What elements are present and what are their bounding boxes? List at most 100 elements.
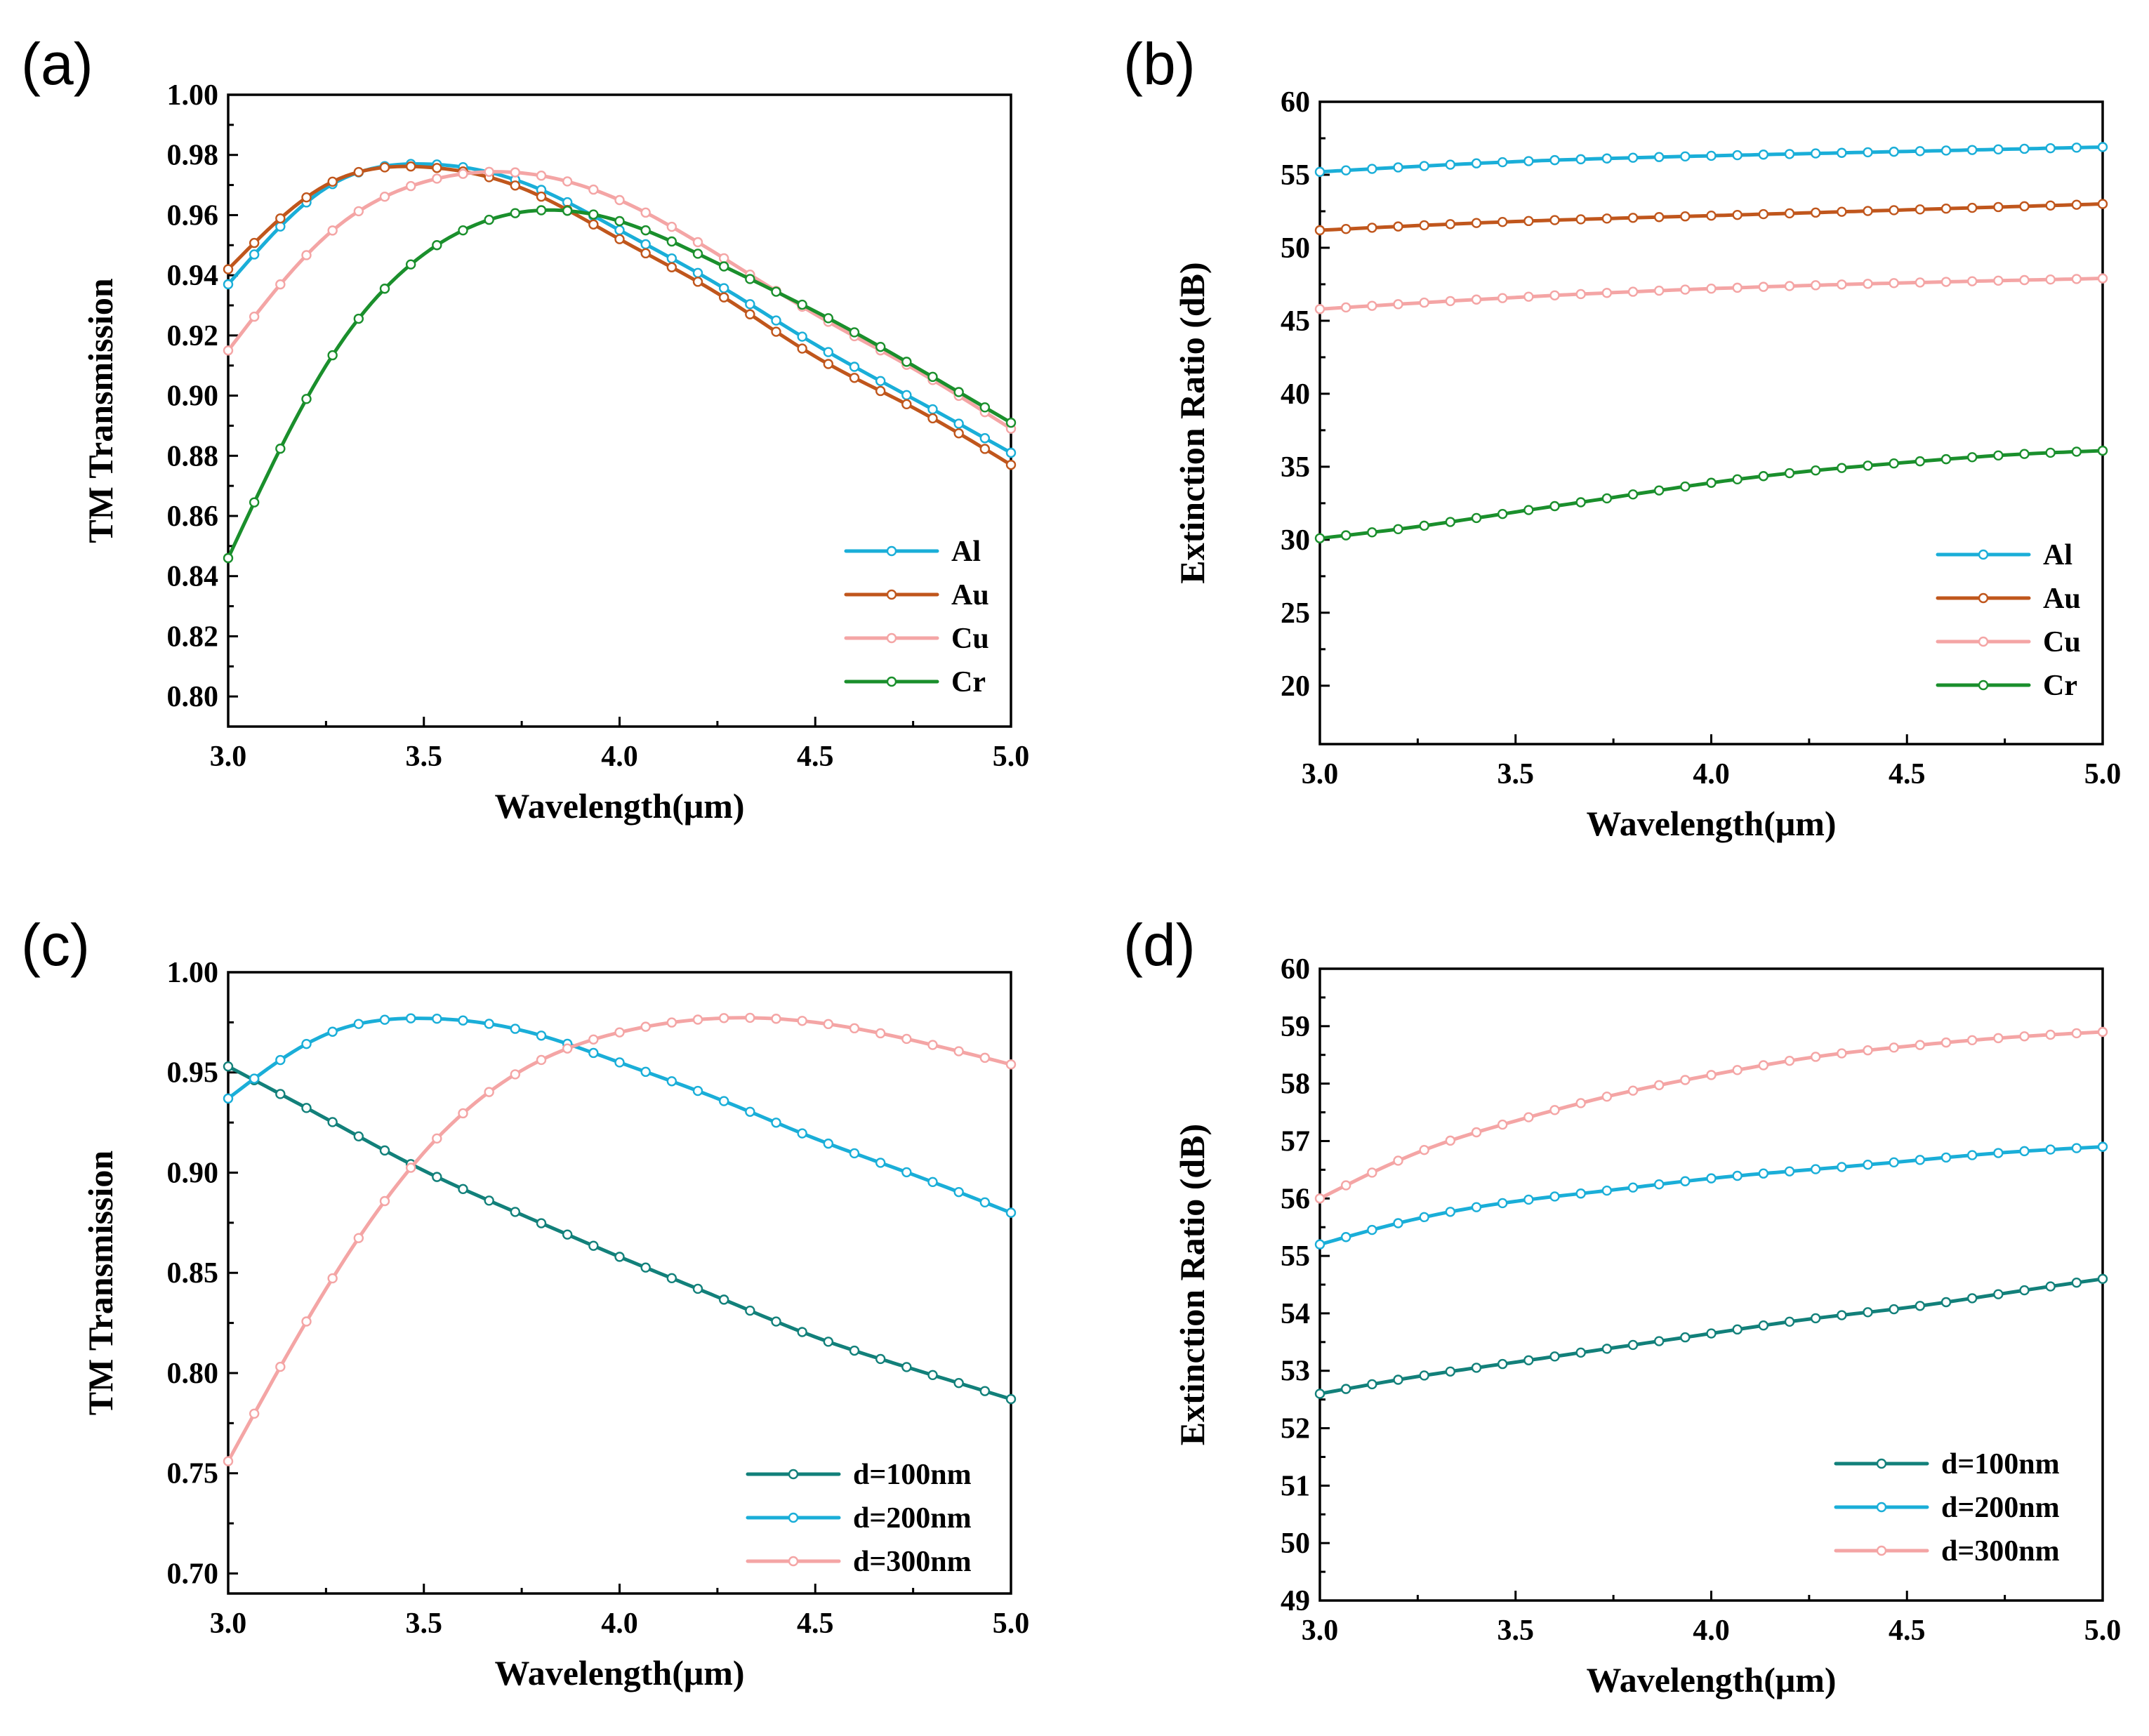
data-point	[510, 208, 521, 218]
panel-label: (a)	[21, 31, 93, 97]
data-point	[1549, 501, 1560, 512]
data-point	[1993, 144, 2004, 155]
data-point	[1471, 158, 1482, 168]
x-tick-label: 4.5	[1889, 1615, 1926, 1647]
data-point	[1005, 447, 1017, 458]
x-tick-label: 4.5	[1889, 758, 1926, 790]
data-point	[249, 1408, 260, 1419]
data-point	[1863, 460, 1873, 471]
data-point	[223, 279, 234, 290]
data-point	[1966, 1150, 1978, 1160]
data-point	[1680, 211, 1691, 222]
data-point	[1601, 1344, 1613, 1354]
y-tick-label: 52	[1281, 1413, 1310, 1445]
data-point	[1732, 209, 1743, 220]
data-point	[301, 250, 312, 260]
data-point	[1523, 1194, 1534, 1205]
data-point	[510, 1207, 521, 1217]
data-point	[1680, 481, 1691, 492]
x-tick-label: 3.0	[210, 741, 247, 773]
data-point	[1601, 493, 1613, 504]
x-tick-label: 5.0	[993, 1608, 1030, 1640]
y-tick-label: 0.82	[167, 621, 219, 653]
data-point	[692, 1014, 703, 1025]
data-point	[1784, 1316, 1795, 1327]
data-point	[1940, 204, 1952, 214]
data-point	[666, 1017, 677, 1028]
data-point	[901, 399, 912, 410]
data-point	[640, 1021, 651, 1032]
data-point	[2045, 1281, 2056, 1292]
y-tick-label: 0.85	[167, 1257, 219, 1290]
legend-label: d=300nm	[853, 1546, 972, 1578]
data-point	[1005, 1207, 1017, 1218]
data-point	[1575, 1098, 1586, 1108]
data-point	[1497, 1119, 1508, 1130]
data-point	[1915, 277, 1926, 288]
legend-marker	[788, 1556, 799, 1567]
data-point	[327, 225, 338, 236]
data-point	[2097, 142, 2108, 152]
data-point	[823, 347, 834, 357]
x-tick-label: 4.0	[601, 741, 638, 773]
data-point	[823, 1019, 834, 1030]
legend-marker	[788, 1512, 799, 1523]
data-point	[745, 309, 755, 319]
data-point	[405, 259, 416, 270]
y-tick-label: 0.86	[167, 501, 219, 533]
plot-frame	[227, 93, 1012, 728]
series-line-cu	[1318, 277, 2105, 311]
data-point	[1575, 214, 1586, 225]
data-point	[1549, 1191, 1560, 1202]
data-point	[1863, 206, 1873, 216]
y-tick-label: 53	[1281, 1356, 1310, 1388]
data-point	[1340, 530, 1351, 541]
data-point	[1575, 1188, 1586, 1199]
data-point	[1993, 275, 2004, 286]
data-point	[953, 1046, 964, 1056]
data-point	[1367, 223, 1377, 233]
data-point	[588, 209, 599, 220]
series-line-au	[226, 164, 1013, 467]
legend-marker	[886, 545, 897, 557]
data-point	[2045, 1144, 2056, 1155]
data-point	[2045, 447, 2056, 458]
series-line-cr	[1318, 449, 2105, 541]
data-point	[875, 341, 886, 352]
x-tick-label: 4.5	[797, 1608, 834, 1640]
data-point	[2097, 445, 2108, 456]
x-tick-label: 5.0	[2084, 758, 2122, 790]
data-point	[953, 418, 964, 429]
y-tick-label: 0.96	[167, 199, 219, 232]
data-point	[1680, 284, 1691, 295]
data-point	[692, 1283, 703, 1294]
data-point	[1915, 456, 1926, 467]
data-point	[1653, 485, 1665, 496]
data-point	[1627, 489, 1639, 500]
series-line-d-200nm	[1318, 1145, 2105, 1247]
data-point	[1863, 1307, 1873, 1318]
y-tick-label: 59	[1281, 1011, 1310, 1043]
legend-label: Au	[951, 579, 989, 611]
data-point	[405, 180, 416, 192]
data-point	[2045, 200, 2056, 211]
legend-marker	[886, 632, 897, 644]
data-point	[849, 373, 860, 383]
data-point	[771, 1316, 781, 1327]
data-point	[458, 225, 468, 236]
data-point	[2071, 274, 2082, 284]
y-tick-label: 30	[1281, 524, 1310, 557]
data-point	[1471, 1127, 1482, 1138]
x-tick-label: 4.5	[797, 741, 834, 773]
y-tick-label: 56	[1281, 1183, 1310, 1215]
data-point	[640, 239, 651, 250]
data-point	[1601, 288, 1613, 298]
data-point	[249, 1073, 260, 1084]
data-point	[1837, 463, 1847, 473]
data-point	[1549, 1105, 1560, 1115]
data-point	[1863, 147, 1873, 158]
data-point	[1940, 277, 1952, 287]
panel-label: (b)	[1123, 31, 1196, 97]
data-point	[510, 180, 521, 191]
data-point	[1993, 1148, 2004, 1158]
